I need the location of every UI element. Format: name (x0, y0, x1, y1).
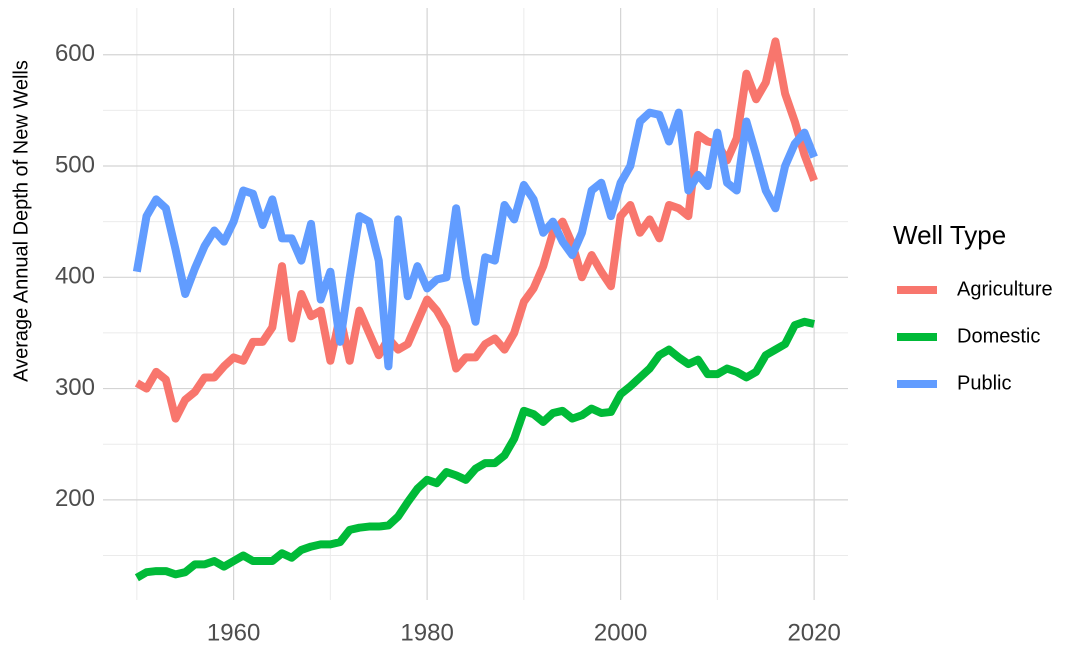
x-tick-label: 1960 (207, 619, 260, 646)
y-tick-label: 300 (55, 374, 95, 401)
legend-label: Public (957, 372, 1011, 394)
legend-label: Domestic (957, 325, 1040, 347)
y-tick-label: 400 (55, 263, 95, 290)
series-line (132, 108, 818, 371)
y-tick-label: 200 (55, 485, 95, 512)
y-tick-label: 500 (55, 151, 95, 178)
legend-label: Agriculture (957, 278, 1053, 300)
y-tick-label: 600 (55, 40, 95, 67)
series-line (134, 317, 816, 582)
x-tick-label: 1980 (400, 619, 453, 646)
x-tick-label: 2020 (787, 619, 840, 646)
series-line (134, 37, 818, 423)
x-tick-label: 2000 (594, 619, 647, 646)
legend-title: Well Type (893, 220, 1006, 250)
y-axis-label: Average Annual Depth of New Wells (10, 60, 32, 382)
